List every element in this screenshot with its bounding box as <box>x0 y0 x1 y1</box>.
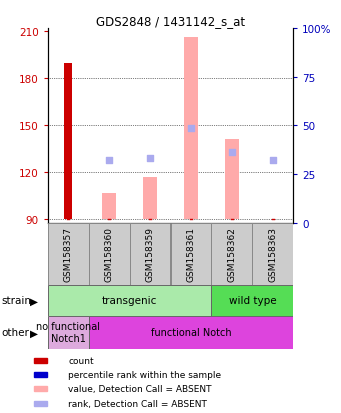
Text: strain: strain <box>2 296 32 306</box>
Text: wild type: wild type <box>228 295 276 306</box>
Text: GSM158363: GSM158363 <box>268 226 277 281</box>
Bar <box>211 285 293 316</box>
Text: no functional
Notch1: no functional Notch1 <box>36 322 100 343</box>
Text: functional Notch: functional Notch <box>151 328 231 337</box>
Text: ▶: ▶ <box>30 296 38 306</box>
Bar <box>184 38 198 220</box>
Title: GDS2848 / 1431142_s_at: GDS2848 / 1431142_s_at <box>96 15 245 28</box>
Bar <box>64 63 72 220</box>
Bar <box>89 316 293 349</box>
Bar <box>211 223 252 285</box>
Point <box>147 156 153 162</box>
Bar <box>33 373 47 377</box>
Bar <box>143 178 157 220</box>
Bar <box>130 223 170 285</box>
Bar <box>33 387 47 391</box>
Text: value, Detection Call = ABSENT: value, Detection Call = ABSENT <box>68 384 211 393</box>
Point <box>188 126 194 133</box>
Point <box>229 149 235 156</box>
Bar <box>252 223 293 285</box>
Text: GSM158362: GSM158362 <box>227 226 236 281</box>
Bar <box>170 223 211 285</box>
Bar <box>225 140 239 220</box>
Bar <box>89 223 130 285</box>
Bar <box>48 316 89 349</box>
Bar <box>48 285 211 316</box>
Bar <box>33 401 47 406</box>
Text: GSM158361: GSM158361 <box>187 226 195 281</box>
Text: GSM158357: GSM158357 <box>64 226 73 281</box>
Text: GSM158359: GSM158359 <box>146 226 154 281</box>
Text: percentile rank within the sample: percentile rank within the sample <box>68 370 221 379</box>
Point <box>270 157 276 164</box>
Bar <box>33 358 47 363</box>
Bar <box>102 193 116 220</box>
Text: count: count <box>68 356 94 365</box>
Bar <box>48 223 89 285</box>
Point <box>106 157 112 164</box>
Text: transgenic: transgenic <box>102 295 157 306</box>
Text: other: other <box>2 328 30 337</box>
Text: ▶: ▶ <box>30 328 38 337</box>
Text: GSM158360: GSM158360 <box>105 226 114 281</box>
Text: rank, Detection Call = ABSENT: rank, Detection Call = ABSENT <box>68 399 207 408</box>
